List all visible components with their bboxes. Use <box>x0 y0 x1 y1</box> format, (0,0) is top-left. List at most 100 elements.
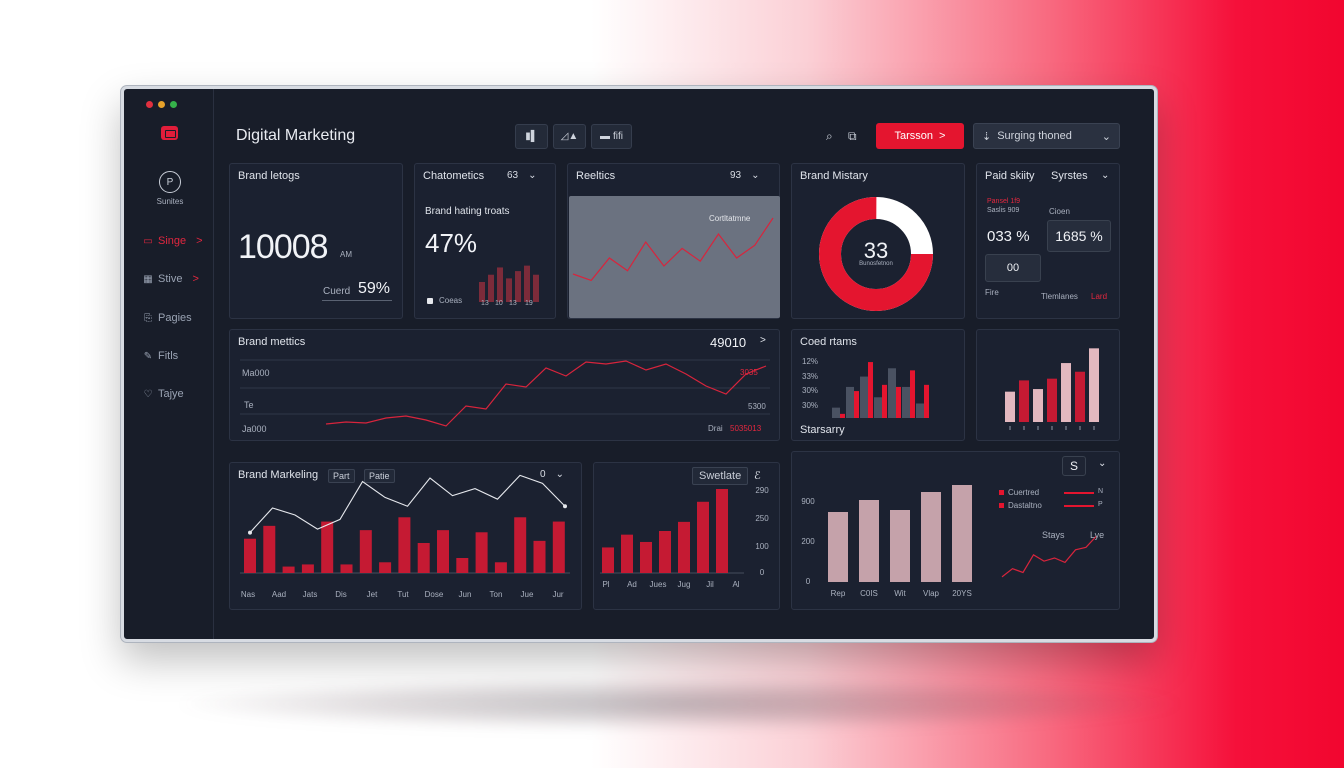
chevron-down-icon: ⌄ <box>1101 130 1111 143</box>
legend-swatch <box>427 298 433 304</box>
bar <box>952 485 972 582</box>
swetlate-badge[interactable]: ℰ <box>754 470 761 482</box>
realtics-badge: 93 <box>730 170 742 181</box>
y-tick-label: 290 <box>755 486 769 495</box>
right-label: 5300 <box>748 402 766 411</box>
card-title-2: Syrstes <box>1051 170 1088 182</box>
y-tick-label: 250 <box>755 514 769 523</box>
x-tick-label: Vlap <box>923 589 940 598</box>
x-tick-label: 20YS <box>952 589 972 598</box>
sidebar-item-label: Pagies <box>158 312 192 324</box>
realtics-card: Reeltics 93 ⌄ Cortltatmne <box>567 163 780 319</box>
image-button[interactable]: ▬ fifi <box>591 124 632 149</box>
minimize-dot[interactable] <box>158 101 165 108</box>
bar-chart-button[interactable]: ▮▌ <box>515 124 548 149</box>
sidebar-item-pagies[interactable]: ⎘ Pagies <box>142 312 192 324</box>
legend-label: Cuertred <box>1008 488 1040 497</box>
bar <box>514 517 527 573</box>
copy-icon[interactable]: ⧉ <box>848 129 857 143</box>
surging-select[interactable]: ⇣ Surging thoned ⌄ <box>973 123 1120 149</box>
characteristics-badge: 63 <box>507 170 519 181</box>
bar <box>506 278 512 302</box>
realtics-select[interactable]: 93 ⌄ <box>730 170 760 181</box>
line-chart-button[interactable]: ◿▲ <box>553 124 586 149</box>
x-tick-label: Pl <box>602 580 609 589</box>
legend-label: Dastaltno <box>1008 501 1042 510</box>
y-label: Ja000 <box>242 424 267 434</box>
x-tick-label: Dose <box>425 590 444 599</box>
tarsson-button[interactable]: Tarsson > <box>876 123 964 149</box>
image-icon: ▬ <box>600 131 610 142</box>
swetlate-bar-chart: 290 250 100 0 Pl Ad Jues Jug Jil Al <box>600 486 769 589</box>
bar <box>916 403 924 418</box>
x-tick-label: Wit <box>894 589 906 598</box>
avatar[interactable]: P <box>159 171 181 193</box>
sidebar-item-tajye[interactable]: ♡ Tajye <box>142 388 184 400</box>
line-title-2: Lye <box>1090 530 1105 540</box>
brand-ratings-value: 10008 <box>238 228 329 266</box>
x-tick-label: Jur <box>552 590 563 599</box>
brand-marketing-card: Brand Markeling Part Patie 0 ⌄ Nas Aad Jat… <box>229 462 582 610</box>
stays-chart: 900 200 0 Rep C0IS Wit Vlap 20YS <box>801 485 1097 598</box>
paid-foot-left: Fire <box>985 288 999 297</box>
bar <box>321 521 334 573</box>
brand-metrics-card: Brand mettics 49010 > Ma000 Te Ja000 303… <box>229 329 780 441</box>
foot-right-red: 5035013 <box>730 424 762 433</box>
x-tick-label: Jue <box>521 590 534 599</box>
sidebar-item-fitls[interactable]: ✎ Fitls <box>142 350 178 362</box>
paid-chip[interactable]: 00 <box>985 254 1041 282</box>
realtics-chart-panel: Cortltatmne <box>569 196 780 318</box>
sidebar-item-label: Tajye <box>158 388 184 400</box>
bar <box>602 547 614 573</box>
x-tick-label: Ad <box>627 580 637 589</box>
sidebar-item-singe[interactable]: ▭ Singe > <box>142 235 202 247</box>
bar <box>621 534 633 573</box>
user-label: Sunites <box>156 197 184 206</box>
card-title: Brand Markeling <box>238 469 319 481</box>
paid-sub3: Cioen <box>1049 207 1070 216</box>
close-dot[interactable] <box>146 101 153 108</box>
bar-label: 13 <box>509 300 517 307</box>
heart-icon: ♡ <box>143 388 153 400</box>
sidebar-item-label: Stive <box>158 273 183 285</box>
paid-sub1: Pansel 1f9 <box>987 198 1021 205</box>
brand-ratings-card: Brand letogs 10008 AM Cuerd 59% <box>229 163 403 319</box>
card-title: Paid skiity <box>985 170 1035 182</box>
bar <box>340 564 353 573</box>
sidebar-item-stive[interactable]: ▦ Stive > <box>142 273 199 285</box>
briefcase-icon[interactable] <box>161 126 178 140</box>
bar <box>860 376 868 418</box>
bar <box>552 521 565 573</box>
bar <box>678 521 690 573</box>
brand-metrics-line-chart <box>240 359 770 427</box>
bar <box>359 530 372 573</box>
chevron-right-icon: > <box>939 130 946 142</box>
donut-sublabel: Bunosfetnon <box>859 261 893 267</box>
series-line <box>572 217 774 282</box>
chevron-down-icon[interactable]: ⌄ <box>1101 170 1110 181</box>
app-window: P Sunites ▭ Singe > ▦ Stive > ⎘ Pagies ✎… <box>121 86 1157 642</box>
brand-marketing-badge: 0 <box>540 469 546 480</box>
store-icon: ▦ <box>143 273 153 285</box>
tag-part[interactable]: Part <box>328 469 355 483</box>
card-title: Chatometics <box>423 170 485 182</box>
characteristics-bar-chart <box>479 265 539 302</box>
tag-patie[interactable]: Patie <box>364 469 395 483</box>
bar <box>659 531 671 573</box>
swetlate-tag[interactable]: Swetlate <box>692 467 749 485</box>
donut-segment-red <box>819 197 933 311</box>
card-title: Brand letogs <box>238 170 300 182</box>
characteristics-select[interactable]: 63 ⌄ <box>507 170 537 181</box>
stays-badge[interactable]: S <box>1062 456 1086 476</box>
brand-ratings-foot-value: 59% <box>358 280 391 297</box>
brand-marketing-select[interactable]: 0 ⌄ <box>540 469 564 480</box>
bar <box>1089 348 1099 422</box>
chevron-right-icon[interactable]: > <box>760 335 766 346</box>
legend-label: Coeas <box>439 296 463 305</box>
chevron-down-icon[interactable]: ⌄ <box>1098 458 1107 469</box>
search-icon[interactable]: ⌕ <box>826 129 833 143</box>
x-tick-label: C0IS <box>860 589 878 598</box>
series-line <box>325 360 767 427</box>
bar <box>840 413 845 418</box>
maximize-dot[interactable] <box>170 101 177 108</box>
